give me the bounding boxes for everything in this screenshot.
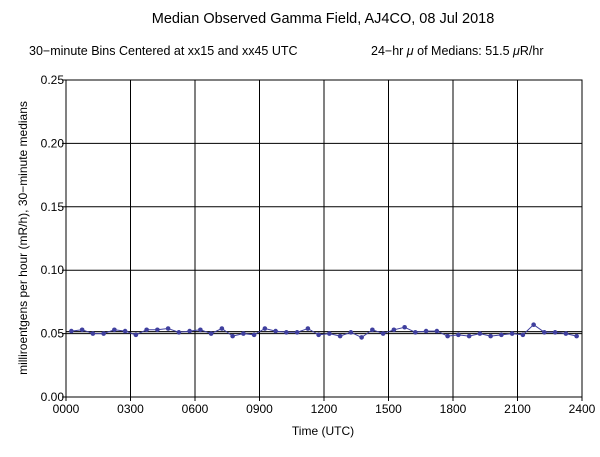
- y-tick-label-2: 0.10: [41, 263, 65, 277]
- chart-title: Median Observed Gamma Field, AJ4CO, 08 J…: [152, 11, 495, 27]
- data-point-22: [305, 326, 311, 331]
- y-tick-label-3: 0.15: [41, 200, 65, 214]
- data-point-32: [413, 330, 418, 335]
- x-axis-ticks: 0000 0300 0600 0900 1200 1500 1800 2100 2400: [53, 397, 596, 416]
- y-tick-label-4: 0.20: [41, 136, 65, 150]
- x-tick-label-0: 0000: [53, 402, 80, 416]
- data-point-7: [144, 327, 149, 333]
- data-point-2: [90, 331, 96, 336]
- subtitle-mean-value: of Medians: 51.5: [414, 44, 513, 58]
- subtitle-mean-prefix: 24−hr: [371, 44, 407, 58]
- x-tick-label-3: 0900: [246, 402, 273, 416]
- x-tick-label-5: 1500: [375, 402, 402, 416]
- data-point-9: [165, 326, 171, 331]
- data-point-31: [402, 324, 407, 330]
- data-point-37: [466, 333, 472, 339]
- data-point-30: [391, 327, 397, 333]
- grid-lines: [65, 79, 583, 398]
- data-point-25: [337, 333, 343, 339]
- data-point-41: [509, 331, 515, 336]
- x-tick-label-6: 1800: [440, 402, 467, 416]
- data-point-44: [542, 330, 547, 335]
- x-axis-label: Time (UTC): [292, 424, 354, 438]
- data-point-0: [69, 328, 74, 334]
- data-point-14: [219, 326, 225, 331]
- y-tick-label-0: 0.00: [41, 390, 65, 404]
- y-axis-label: milliroentgens per hour (mR/h), 30−minut…: [16, 101, 30, 375]
- data-point-16: [241, 331, 246, 336]
- subtitle-mean-unit: R/hr: [520, 44, 544, 58]
- data-point-3: [101, 331, 106, 336]
- data-point-42: [520, 332, 526, 338]
- chart-subtitle-mean: 24−hr μ of Medians: 51.5 μR/hr: [371, 44, 544, 58]
- data-point-29: [380, 331, 386, 336]
- x-tick-label-1: 0300: [117, 402, 144, 416]
- data-point-45: [552, 330, 558, 335]
- data-point-28: [370, 327, 375, 333]
- y-tick-label-1: 0.05: [41, 327, 65, 341]
- mu-unit-symbol: μ: [512, 44, 520, 58]
- data-point-18: [262, 326, 268, 331]
- data-points: [69, 322, 579, 340]
- data-point-11: [187, 328, 192, 334]
- data-point-36: [456, 332, 461, 338]
- x-tick-label-7: 2100: [504, 402, 531, 416]
- data-point-47: [574, 333, 579, 339]
- data-point-33: [423, 328, 429, 334]
- data-point-12: [198, 327, 203, 333]
- data-point-27: [359, 335, 364, 340]
- data-point-6: [133, 332, 139, 338]
- data-point-5: [122, 328, 128, 334]
- mu-symbol: μ: [406, 44, 414, 58]
- x-tick-label-4: 1200: [311, 402, 338, 416]
- data-point-24: [327, 331, 332, 336]
- data-point-17: [251, 332, 257, 338]
- data-point-19: [273, 328, 278, 334]
- data-point-4: [112, 327, 117, 333]
- data-point-23: [316, 332, 321, 338]
- data-point-34: [434, 328, 440, 334]
- data-point-39: [488, 333, 493, 339]
- data-point-8: [155, 327, 160, 333]
- data-point-15: [230, 333, 235, 339]
- data-point-1: [79, 327, 85, 333]
- data-point-38: [477, 331, 483, 336]
- data-point-26: [348, 330, 354, 335]
- data-point-10: [176, 330, 182, 335]
- data-point-21: [294, 330, 300, 335]
- data-point-35: [445, 333, 450, 339]
- chart-subtitle-bins: 30−minute Bins Centered at xx15 and xx45…: [29, 44, 298, 58]
- data-point-20: [284, 330, 289, 335]
- y-tick-label-5: 0.25: [41, 73, 65, 87]
- data-point-46: [563, 331, 569, 336]
- data-point-13: [208, 331, 214, 336]
- y-axis-ticks: 0.00 0.05 0.10 0.15 0.20 0.25: [41, 73, 66, 404]
- x-tick-label-8: 2400: [569, 402, 596, 416]
- x-tick-label-2: 0600: [182, 402, 209, 416]
- data-point-43: [531, 322, 536, 328]
- data-point-40: [499, 332, 504, 338]
